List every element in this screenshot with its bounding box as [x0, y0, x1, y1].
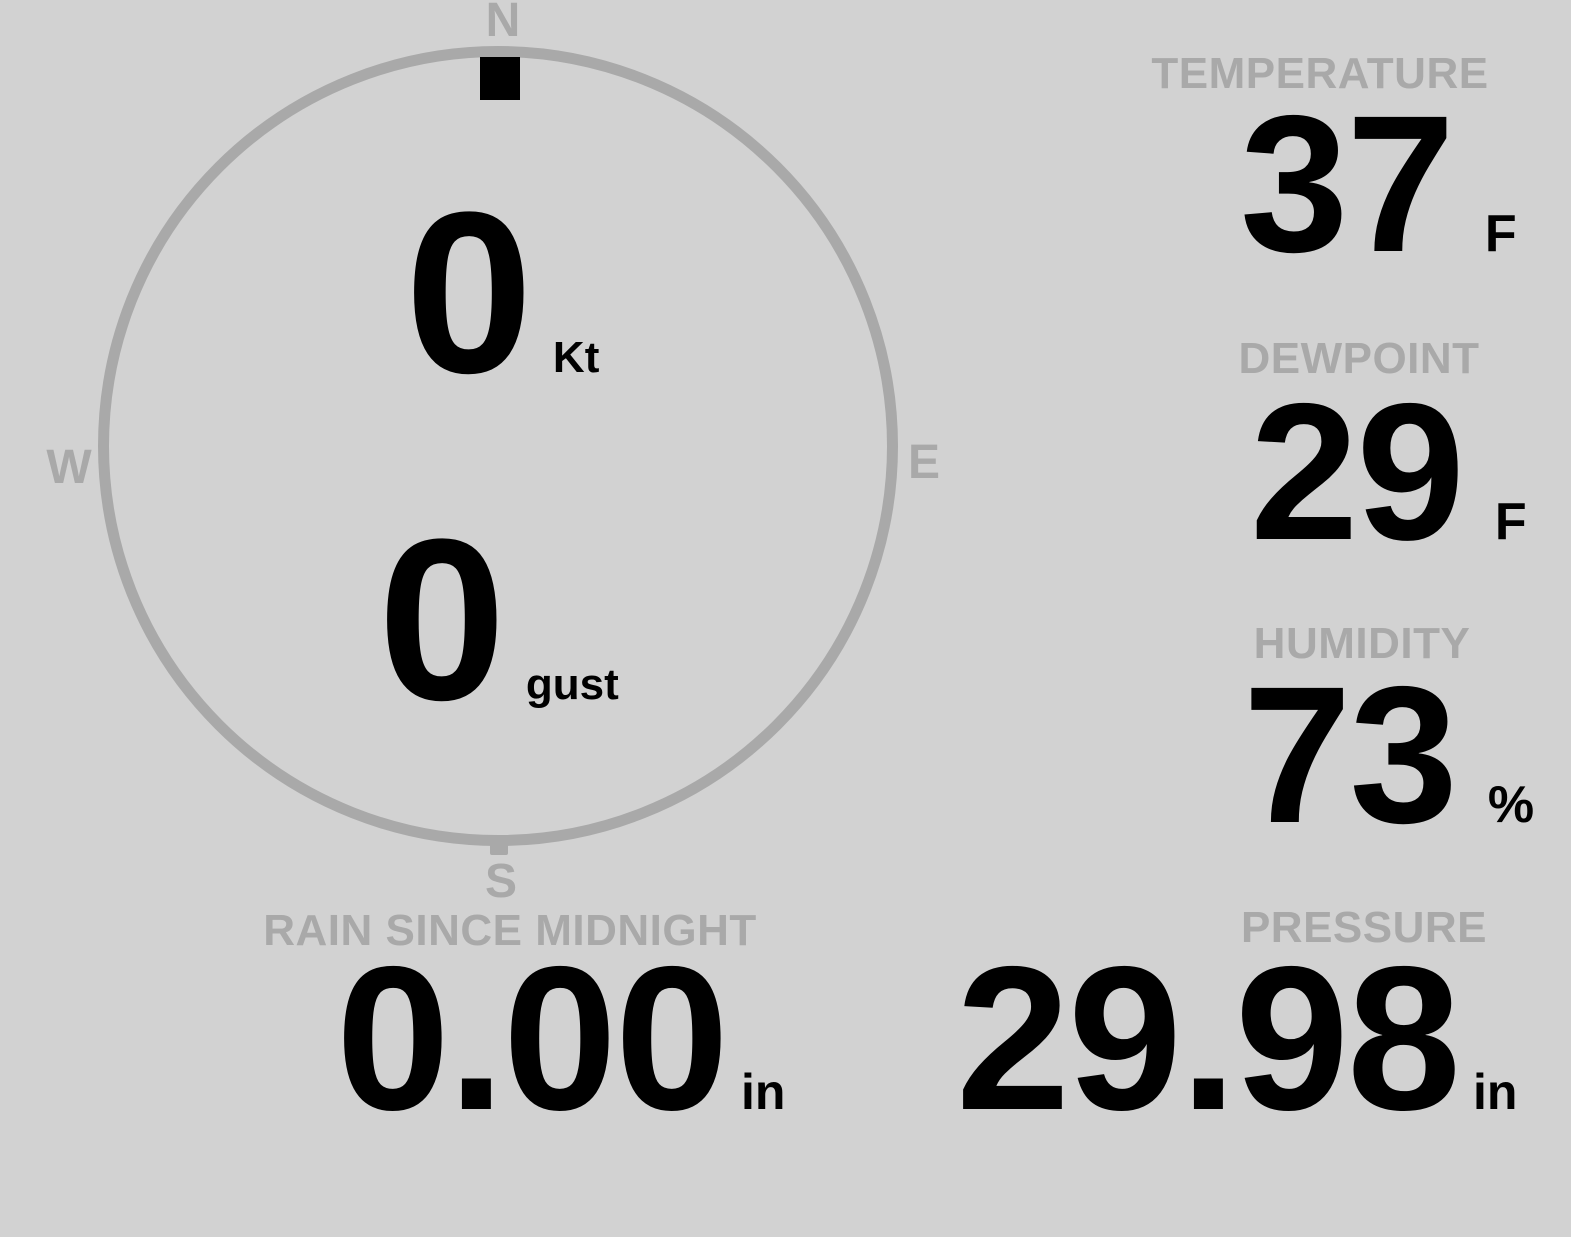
dewpoint-reading: 29 F: [1250, 375, 1527, 570]
humidity-label: HUMIDITY: [1253, 619, 1471, 668]
compass-circle: [98, 46, 898, 846]
pressure-value: 29.98: [956, 924, 1461, 1153]
temperature-reading: 37 F: [1240, 87, 1517, 282]
compass-label-west: W: [46, 441, 92, 494]
dewpoint-unit: F: [1494, 493, 1527, 551]
dewpoint-label: DEWPOINT: [1238, 334, 1480, 383]
humidity-unit: %: [1487, 776, 1535, 834]
rain-label: RAIN SINCE MIDNIGHT: [263, 906, 757, 955]
wind-direction-marker-icon: [480, 57, 520, 100]
temperature-label: TEMPERATURE: [1151, 49, 1489, 98]
compass-label-north: N: [485, 0, 521, 47]
rain-reading: 0.00 in: [336, 936, 785, 1141]
pressure-label: PRESSURE: [1240, 903, 1488, 952]
rain-unit: in: [741, 1064, 786, 1120]
pressure-reading: 29.98 in: [956, 936, 1517, 1141]
wind-speed: 0 Kt: [405, 178, 599, 408]
pressure-unit: in: [1473, 1064, 1518, 1120]
humidity-value: 73: [1243, 646, 1458, 864]
compass-label-south: S: [484, 855, 518, 908]
wind-gust-unit: gust: [525, 660, 619, 709]
temperature-value: 37: [1240, 75, 1455, 293]
compass-label-east: E: [907, 436, 941, 489]
wind-gust-value: 0: [378, 491, 506, 748]
dewpoint-value: 29: [1250, 363, 1465, 581]
temperature-unit: F: [1484, 205, 1517, 263]
wind-speed-unit: Kt: [552, 333, 600, 382]
humidity-reading: 73 %: [1243, 658, 1534, 853]
wind-speed-value: 0: [405, 164, 533, 421]
rain-value: 0.00: [336, 924, 729, 1153]
compass-south-tick: [490, 842, 508, 855]
wind-gust: 0 gust: [378, 505, 619, 735]
